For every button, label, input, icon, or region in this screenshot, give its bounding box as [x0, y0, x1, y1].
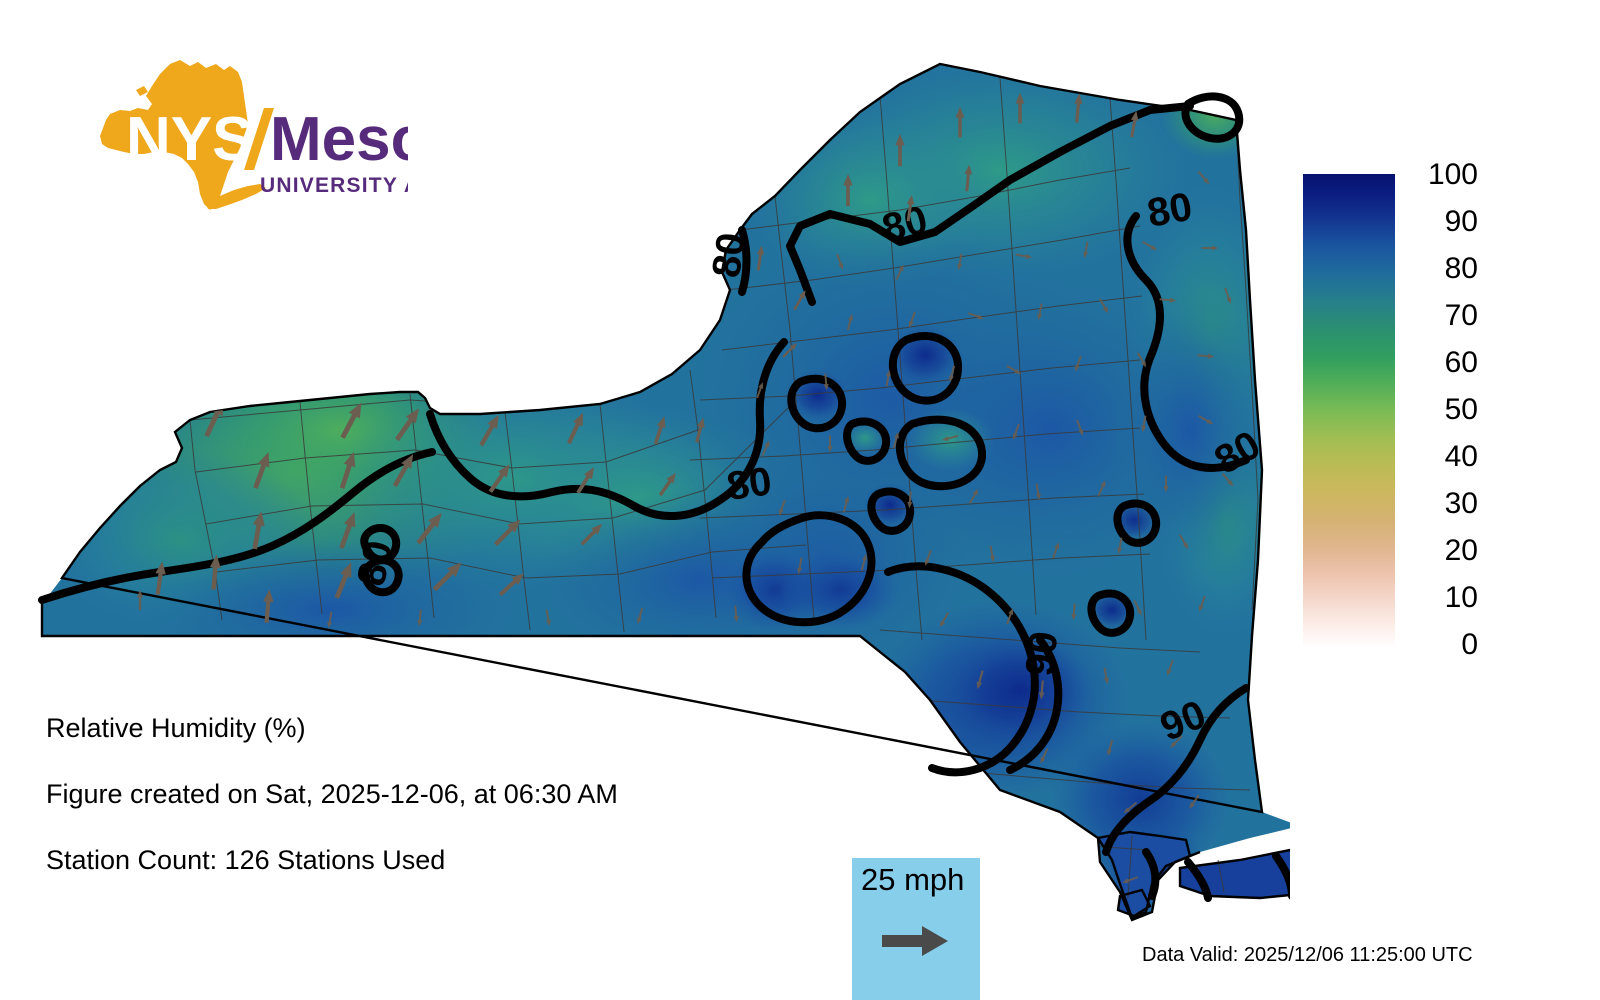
contour-label: 80 — [704, 230, 754, 280]
long-island-county-boundaries — [1127, 835, 1290, 899]
logo-text-mesonet: Mesonet — [270, 105, 408, 174]
colorbar-tick: 90 — [1444, 205, 1478, 238]
colorbar-tick: 70 — [1444, 299, 1478, 332]
logo-state-notch — [136, 86, 148, 96]
logo-text-nys: NYS — [126, 105, 253, 174]
wind-legend-label: 25 mph — [861, 862, 965, 897]
logo-long-island-shape — [206, 184, 266, 209]
colorbar — [1303, 174, 1395, 648]
page-title: Relative Humidity (%) — [46, 713, 306, 743]
map-panel: 80 80 80 80 80 80 90 90 — [38, 62, 1290, 922]
nys-mesonet-logo: NYS Mesonet UNIVERSITY AT ALBANY — [48, 52, 408, 227]
contour-label: 80 — [724, 459, 774, 509]
colorbar-tick: 0 — [1461, 628, 1478, 661]
logo-text-subtitle: UNIVERSITY AT ALBANY — [260, 174, 408, 197]
colorbar-tick: 80 — [1444, 252, 1478, 285]
colorbar-tick: 10 — [1444, 581, 1478, 614]
colorbar-tick: 30 — [1444, 487, 1478, 520]
logo-slash — [244, 108, 274, 170]
data-valid-timestamp: Data Valid: 2025/12/06 11:25:00 UTC — [1142, 944, 1473, 966]
contour-label: 80 — [878, 198, 932, 251]
contour-label: 90 — [1018, 629, 1066, 678]
wind-arrow-icon — [882, 924, 950, 963]
colorbar-gradient — [1303, 174, 1395, 648]
colorbar-tick: 100 — [1427, 158, 1478, 191]
wind-vector-field — [136, 92, 1246, 884]
station-count: Station Count: 126 Stations Used — [46, 845, 446, 875]
colorbar-tick: 40 — [1444, 440, 1478, 473]
created-timestamp: Figure created on Sat, 2025-12-06, at 06… — [46, 779, 618, 809]
county-boundaries — [189, 77, 1259, 851]
contour-label: 80 — [349, 537, 401, 590]
colorbar-tick-labels: 100 90 80 70 60 50 40 30 20 10 0 — [1400, 160, 1490, 670]
caption-block: Relative Humidity (%) Figure created on … — [46, 715, 866, 913]
colorbar-tick: 60 — [1444, 346, 1478, 379]
colorbar-tick: 50 — [1444, 393, 1478, 426]
colorbar-tick: 20 — [1444, 534, 1478, 567]
logo-state-shape — [100, 60, 248, 210]
contour-label: 80 — [1144, 185, 1195, 236]
wind-speed-legend: 25 mph — [852, 858, 980, 1000]
logo-graphic: NYS Mesonet UNIVERSITY AT ALBANY — [100, 60, 408, 210]
humidity-contour-lines — [38, 92, 1290, 902]
new-york-state-relative-humidity-map: 80 80 80 80 80 80 90 90 — [38, 62, 1290, 922]
